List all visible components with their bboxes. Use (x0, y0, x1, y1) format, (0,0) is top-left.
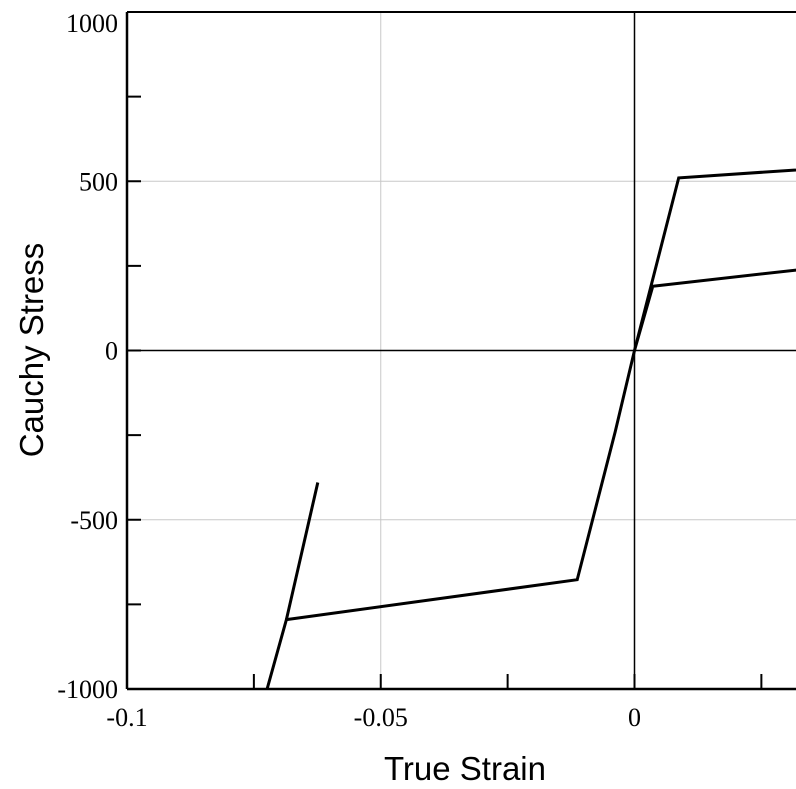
y-tick-label: -500 (70, 506, 118, 535)
y-tick-label: 500 (79, 167, 118, 196)
x-tick-label: -0.05 (354, 703, 408, 732)
data-series (265, 168, 796, 690)
x-tick-label: -0.1 (106, 703, 147, 732)
y-tick-label: 1000 (66, 9, 118, 38)
y-tick-label: -1000 (57, 675, 118, 704)
series-line-1 (265, 168, 796, 690)
x-tick-label: 0 (628, 703, 641, 732)
y-axis-title: Cauchy Stress (13, 243, 50, 458)
series-line-2 (284, 482, 320, 620)
tick-marks (127, 11, 763, 690)
x-axis-title: True Strain (384, 750, 546, 787)
zero-axes (127, 12, 796, 689)
y-tick-label: 0 (105, 337, 118, 366)
